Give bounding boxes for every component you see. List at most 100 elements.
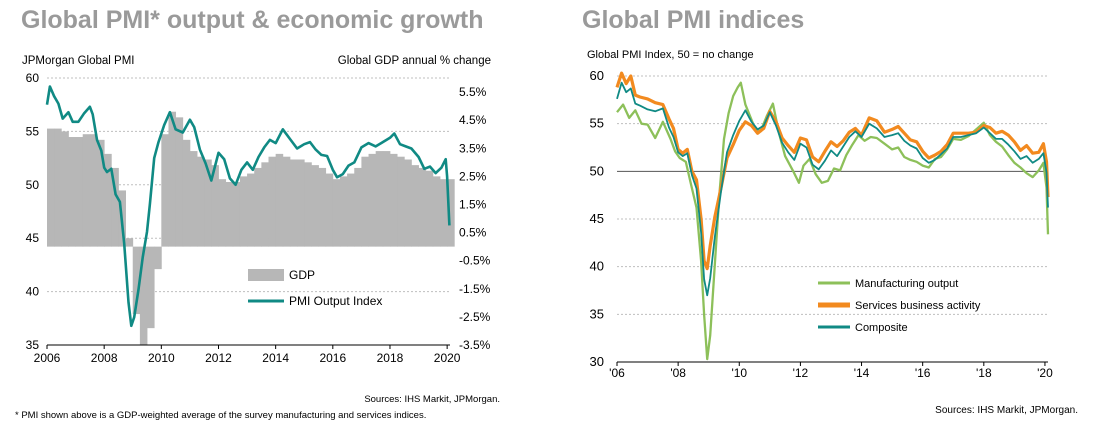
gdp-bar <box>304 162 312 247</box>
gdp-bar <box>139 246 148 345</box>
gdp-bar <box>339 176 348 247</box>
gdp-bar <box>182 139 191 247</box>
gdp-bar <box>254 167 262 247</box>
gdp-bar <box>347 173 355 247</box>
legend-services-label: Services business activity <box>855 300 981 312</box>
gdp-bar <box>211 165 219 247</box>
gdp-bar <box>361 156 369 247</box>
gdp-bar <box>432 176 441 247</box>
left-footnote: * PMI shown above is a GDP-weighted aver… <box>15 410 426 421</box>
gdp-bar <box>297 159 305 247</box>
left-series-lines <box>45 85 451 328</box>
left-y-tick-label: 40 <box>26 285 40 299</box>
gdp-bar <box>218 179 227 247</box>
gdp-bar <box>161 134 169 247</box>
right-chart-title: Global PMI indices <box>582 6 805 34</box>
gdp-bar <box>154 246 162 270</box>
gdp-bar <box>261 162 269 247</box>
left-x-tick-label: 2008 <box>91 351 118 365</box>
right-legend: Manufacturing output Services business ac… <box>818 278 981 334</box>
right-y-tick-label: 55 <box>590 116 604 131</box>
gdp-bar <box>325 173 334 247</box>
gdp-bar <box>397 156 405 247</box>
left-y2-tick-label: 2.5% <box>459 169 487 183</box>
legend-manufacturing-label: Manufacturing output <box>855 278 958 290</box>
left-x-tick-label: 2020 <box>434 351 461 365</box>
left-y-tick-label: 35 <box>26 338 40 352</box>
left-x-tick-label: 2010 <box>148 351 175 365</box>
gdp-bar <box>268 156 277 247</box>
left-y2-tick-label: -3.5% <box>459 338 491 352</box>
gdp-bar <box>247 173 255 247</box>
gdp-bar <box>132 246 141 315</box>
gdp-bar <box>239 176 248 247</box>
right-y-tick-label: 50 <box>590 163 604 178</box>
right-subtitle: Global PMI Index, 50 = no change <box>587 49 754 61</box>
gdp-bar <box>382 151 391 247</box>
gdp-bar <box>225 181 234 247</box>
left-y2-tick-label: 0.5% <box>459 226 487 240</box>
gdp-bar <box>97 139 105 247</box>
left-sources: Sources: IHS Markit, JPMorgan. <box>364 394 500 405</box>
right-x-tick-label: '14 <box>854 366 870 380</box>
left-y2-tick-label: -0.5% <box>459 254 491 268</box>
left-x-tick-label: 2018 <box>377 351 404 365</box>
gdp-bar <box>354 167 362 247</box>
gdp-bar <box>89 134 98 247</box>
right-x-tick-label: '20 <box>1037 366 1053 380</box>
gdp-bar <box>111 167 119 247</box>
left-y2-tick-label: 5.5% <box>459 85 487 99</box>
left-x-tick-label: 2016 <box>319 351 346 365</box>
gdp-bar <box>75 137 84 247</box>
right-axes: '06 '08 '10 '12 '14 '16 '18 '20 30 35 40 45 50 55 60 <box>590 68 1054 380</box>
left-y2-tick-label: 1.5% <box>459 197 487 211</box>
gdp-bar <box>447 179 455 247</box>
gdp-bar <box>389 153 398 247</box>
gdp-bar <box>168 111 177 247</box>
right-y-tick-label: 30 <box>590 354 604 369</box>
gdp-bar <box>425 170 434 247</box>
left-y2-tick-label: -1.5% <box>459 282 491 296</box>
left-y-tick-label: 50 <box>26 178 40 192</box>
left-x-tick-label: 2006 <box>34 351 61 365</box>
legend-gdp-label: GDP <box>289 268 315 282</box>
gdp-bar <box>232 181 241 247</box>
gdp-bar <box>125 238 134 247</box>
gdp-bar <box>404 159 412 247</box>
gdp-bar <box>204 159 212 247</box>
left-y2-tick-label: 3.5% <box>459 141 487 155</box>
gdp-bar <box>368 153 377 247</box>
left-y-tick-label: 45 <box>26 231 40 245</box>
gdp-bar <box>197 156 205 247</box>
composite-line <box>616 81 1049 297</box>
manufacturing-line <box>616 81 1050 361</box>
gdp-bar <box>375 151 384 247</box>
gdp-bar <box>289 159 298 247</box>
left-y-tick-label: 60 <box>26 71 40 85</box>
right-x-tick-label: '18 <box>976 366 992 380</box>
left-y2-tick-label: 4.5% <box>459 113 487 127</box>
right-y-tick-label: 35 <box>590 306 604 321</box>
right-series-lines <box>615 71 1050 361</box>
right-sources: Sources: IHS Markit, JPMorgan. <box>935 405 1078 416</box>
gdp-bar <box>275 153 284 247</box>
gdp-bar <box>68 137 76 247</box>
right-x-tick-label: '12 <box>793 366 809 380</box>
gdp-bar <box>189 151 198 247</box>
gdp-bar <box>147 246 155 329</box>
gdp-bar <box>282 156 291 247</box>
gdp-bar <box>54 128 62 247</box>
right-y-tick-label: 60 <box>590 68 604 83</box>
gdp-bar <box>47 128 55 247</box>
left-x-tick-label: 2012 <box>205 351 232 365</box>
gdp-bar <box>411 165 419 247</box>
services-line <box>615 71 1050 271</box>
gdp-bar <box>418 167 427 247</box>
left-axis-label: JPMorgan Global PMI <box>22 55 135 67</box>
left-y2-tick-label: -2.5% <box>459 310 491 324</box>
legend-composite-label: Composite <box>855 322 908 334</box>
right-x-tick-label: '10 <box>731 366 747 380</box>
gdp-bar <box>332 179 341 247</box>
gdp-bar <box>175 117 184 247</box>
